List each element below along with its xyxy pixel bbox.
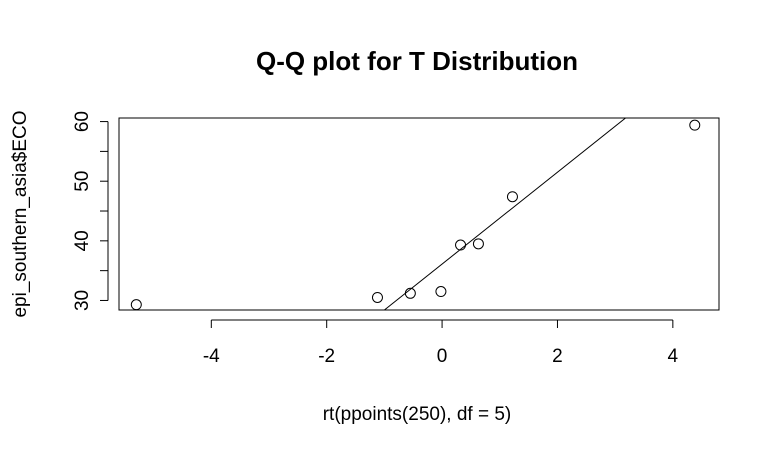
data-points [130, 119, 701, 311]
y-tick-label: 30 [72, 290, 93, 311]
x-axis-label: rt(ppoints(250), df = 5) [323, 404, 512, 425]
data-point [435, 286, 447, 298]
reference-line [384, 117, 626, 311]
y-axis-label: epi_southern_asia$ECO [10, 110, 31, 317]
data-point [455, 239, 467, 251]
x-tick-label: 2 [552, 346, 563, 367]
y-tick-label: 40 [72, 230, 93, 251]
x-axis: -4 -2 0 2 4 [203, 319, 679, 367]
data-point [506, 191, 518, 203]
y-tick-label: 50 [72, 171, 93, 192]
data-point [689, 119, 701, 131]
y-tick-label: 60 [72, 111, 93, 132]
data-point [472, 238, 484, 250]
chart-title: Q-Q plot for T Distribution [256, 46, 578, 76]
x-tick-label: -4 [203, 346, 220, 367]
plot-frame [118, 117, 720, 311]
x-tick-label: 4 [668, 346, 679, 367]
y-axis: 30 40 50 60 [72, 111, 109, 311]
data-point [130, 299, 142, 311]
data-point [404, 287, 416, 299]
x-tick-label: 0 [437, 346, 448, 367]
data-point [371, 291, 383, 303]
x-tick-label: -2 [318, 346, 335, 367]
